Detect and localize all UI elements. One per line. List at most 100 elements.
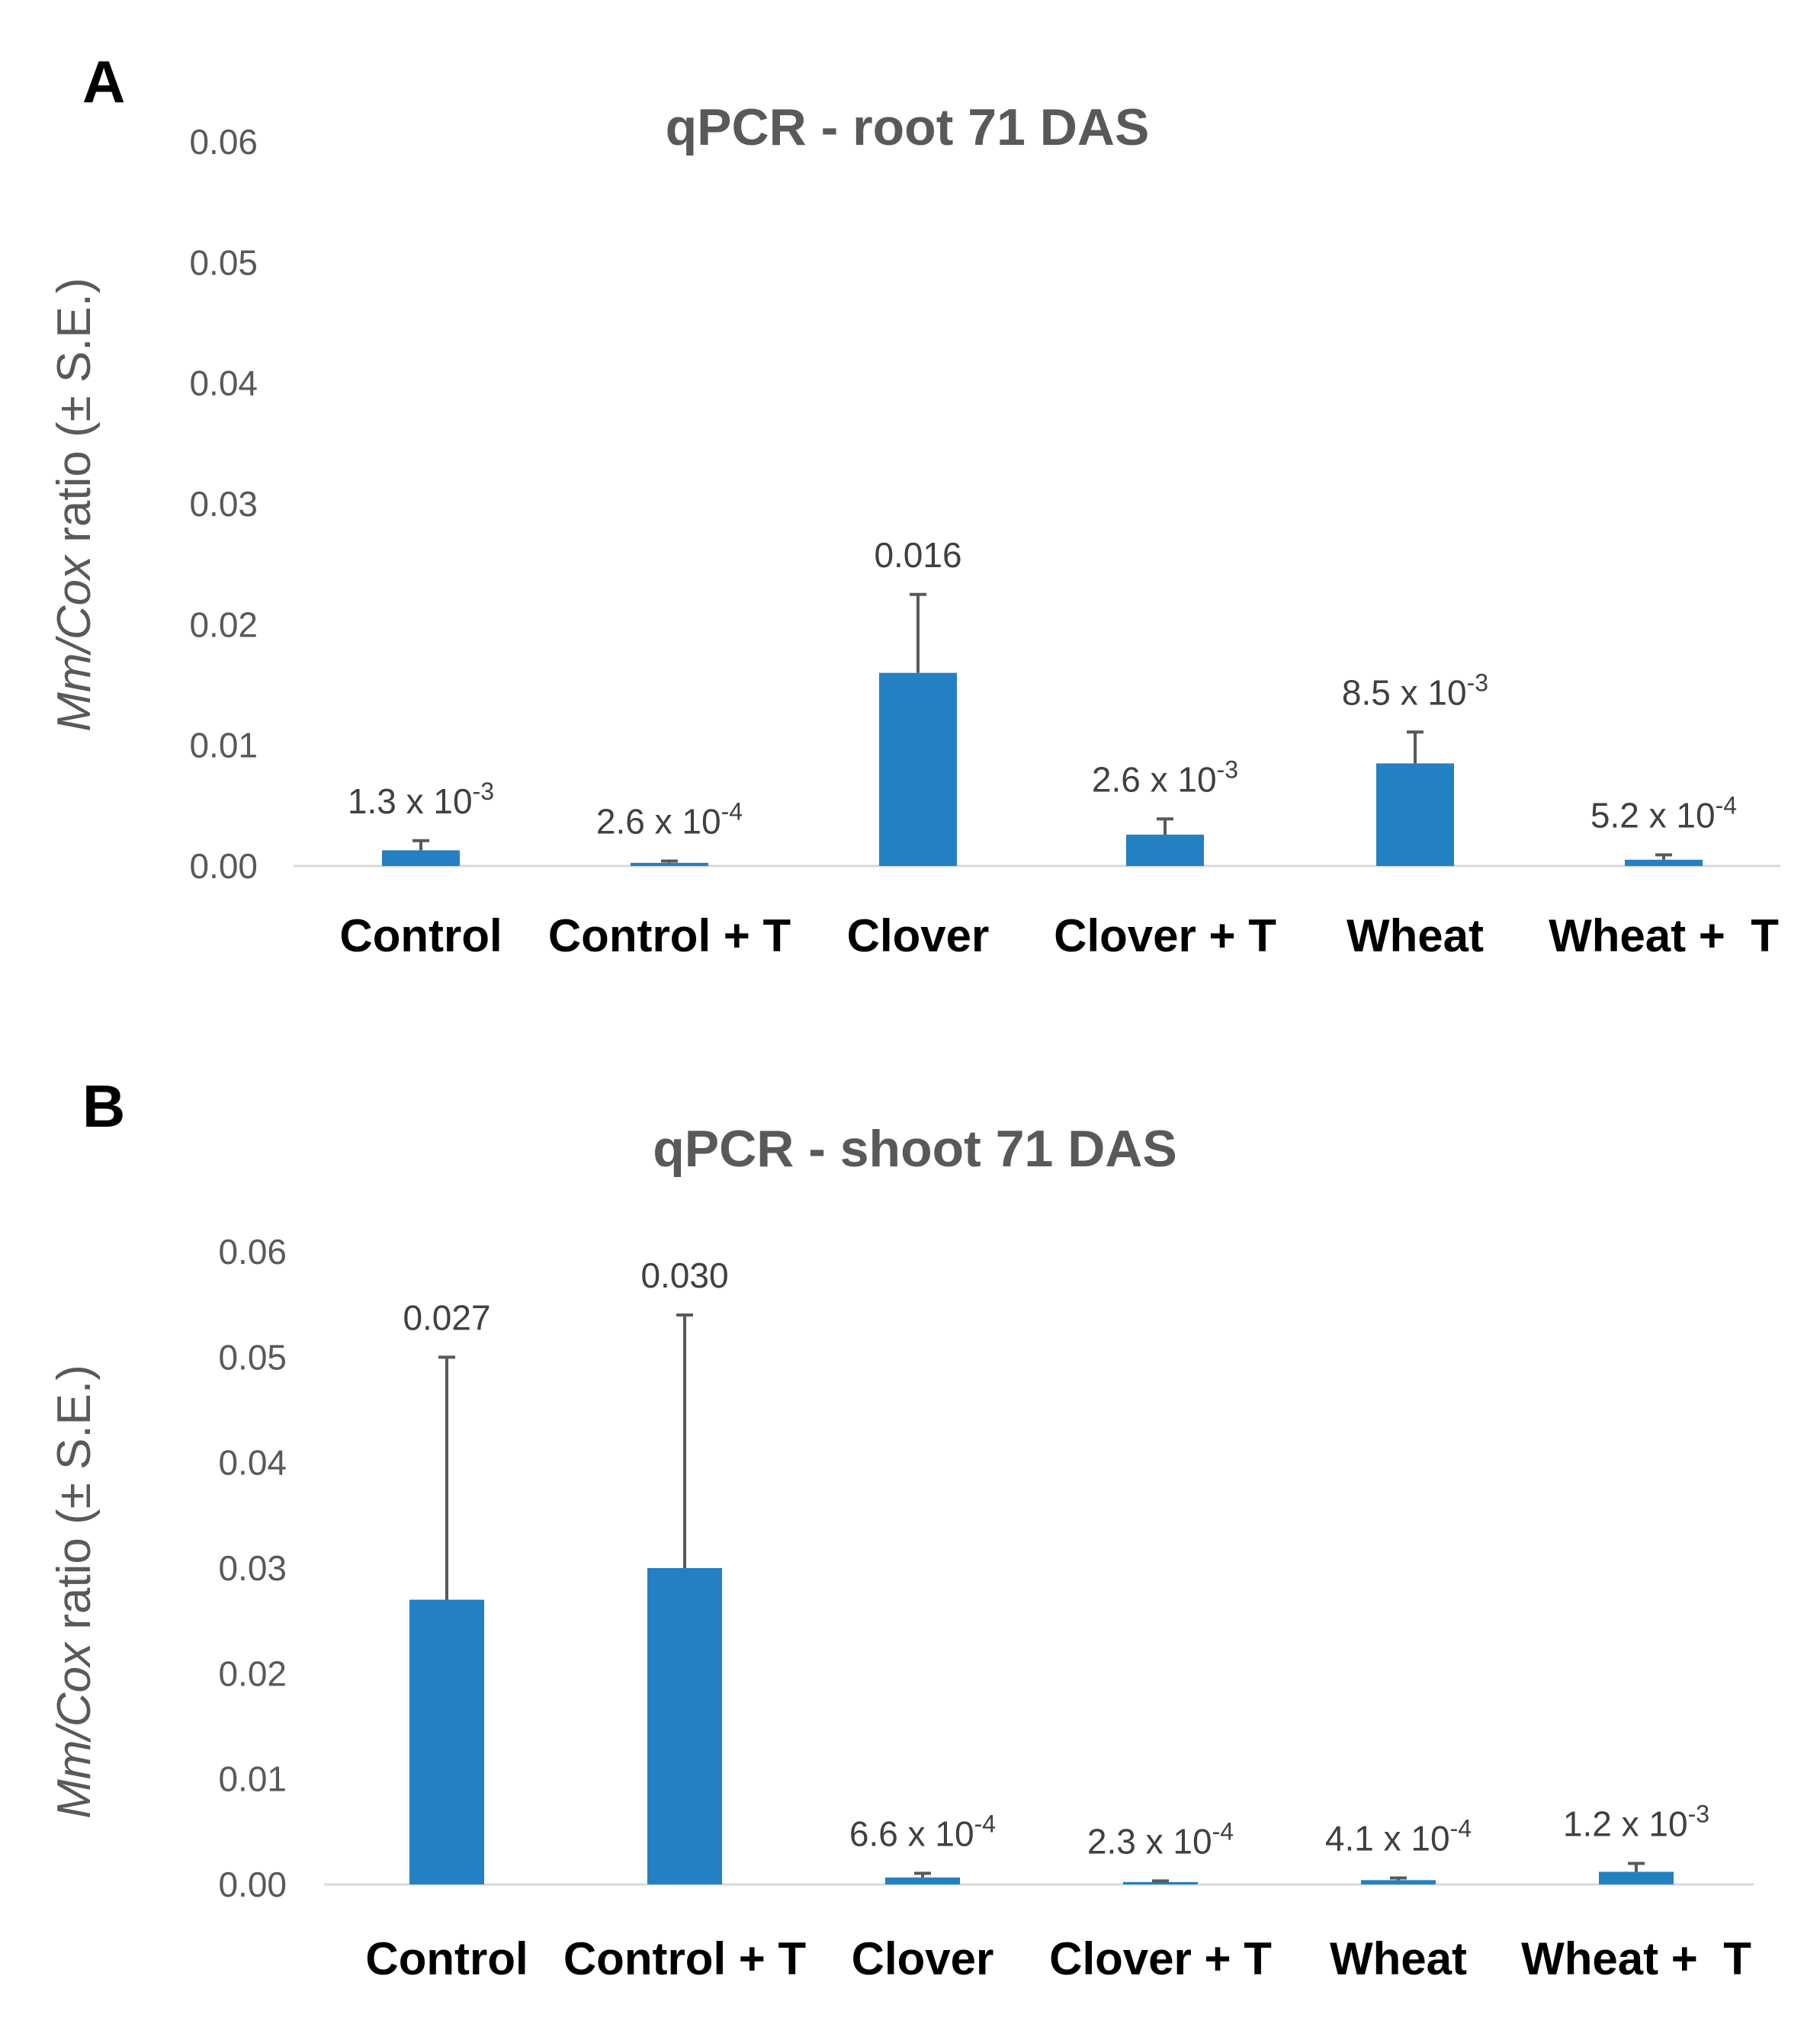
error-bars-b	[438, 1313, 1645, 1883]
bar-chart-b: qPCR - shoot 71 DAS Mm/Cox ratio (± S.E.…	[48, 1120, 1754, 1984]
category-label: Control + T	[548, 910, 791, 961]
error-bar	[438, 1355, 455, 1600]
y-tick-label: 0.05	[189, 242, 258, 282]
bars-a	[382, 672, 1703, 866]
data-label-base: 0.016	[874, 535, 961, 575]
bar	[1361, 1880, 1436, 1884]
error-bar	[1157, 817, 1173, 835]
bar	[1123, 1881, 1198, 1884]
y-axis-title-italic-b: Mm/Cox	[48, 1641, 101, 1819]
error-bars-a	[412, 592, 1672, 863]
bar	[631, 862, 708, 866]
category-label: Control + T	[563, 1933, 806, 1984]
y-axis-title-a: Mm/Cox ratio (± S.E.)	[48, 277, 101, 732]
y-tick-label: 0.03	[189, 484, 258, 524]
y-tick-label: 0.05	[218, 1337, 287, 1377]
data-label-exponent: -4	[974, 1810, 996, 1837]
data-label: 2.6 x 10-4	[596, 798, 743, 842]
y-tick-label: 0.00	[218, 1865, 287, 1904]
error-bar	[1655, 853, 1672, 860]
data-label-exponent: -3	[1467, 669, 1488, 696]
data-label: 6.6 x 10-4	[849, 1810, 996, 1853]
data-label: 0.016	[874, 535, 961, 575]
y-axis-title-rest-a: ratio (± S.E.)	[48, 277, 101, 556]
y-tick-label: 0.06	[189, 122, 258, 162]
error-bar	[1628, 1862, 1645, 1872]
bar	[879, 672, 957, 866]
data-label-base: 2.3 x 10	[1087, 1821, 1212, 1861]
bar	[1599, 1871, 1674, 1884]
error-bar	[1390, 1876, 1407, 1881]
data-label: 2.6 x 10-3	[1092, 755, 1238, 799]
y-tick-label: 0.01	[189, 726, 258, 765]
panel-label-a: A	[82, 48, 126, 115]
data-label-exponent: -4	[1450, 1815, 1472, 1843]
category-label: Control	[365, 1933, 528, 1984]
panel-label-b: B	[82, 1073, 126, 1140]
data-label-base: 0.027	[403, 1297, 490, 1337]
error-bar	[914, 1871, 931, 1878]
bars-b	[409, 1568, 1674, 1884]
bar-chart-a: qPCR - root 71 DAS Mm/Cox ratio (± S.E.)…	[48, 98, 1780, 961]
category-labels-b: Control Control + T Clover Clover + T Wheat W…	[365, 1933, 1751, 1984]
category-labels-a: Control Control + T Clover Clover + T Wheat W…	[339, 910, 1778, 961]
category-label: Control	[339, 910, 502, 961]
data-label: 4.1 x 10-4	[1325, 1815, 1472, 1859]
category-label: Clover	[852, 1933, 994, 1984]
error-bar	[910, 592, 926, 673]
bar	[1376, 763, 1454, 866]
y-tick-label: 0.01	[218, 1759, 287, 1799]
data-label-base: 4.1 x 10	[1325, 1819, 1450, 1859]
bar	[409, 1599, 484, 1884]
y-ticks-a: 0.00 0.01 0.02 0.03 0.04 0.05 0.06	[189, 122, 258, 886]
data-label-base: 5.2 x 10	[1590, 795, 1716, 835]
data-label-base: 1.3 x 10	[348, 781, 473, 821]
category-label: Clover + T	[1054, 910, 1276, 961]
y-tick-label: 0.02	[189, 605, 258, 644]
error-bar	[676, 1313, 693, 1568]
data-label-base: 2.6 x 10	[596, 802, 721, 842]
category-label: Clover	[847, 910, 990, 961]
bar	[382, 850, 460, 866]
bar	[647, 1568, 722, 1884]
category-label: Wheat	[1347, 910, 1484, 961]
data-label-exponent: -4	[1716, 791, 1737, 819]
data-label-exponent: -3	[1217, 755, 1238, 783]
data-label-exponent: -3	[1688, 1800, 1709, 1827]
data-label-exponent: -3	[473, 778, 494, 805]
y-tick-label: 0.00	[189, 846, 258, 886]
data-label: 5.2 x 10-4	[1590, 791, 1737, 835]
data-label: 1.2 x 10-3	[1563, 1800, 1709, 1843]
error-bar	[412, 839, 429, 851]
chart-panel-a: A qPCR - root 71 DAS Mm/Cox ratio (± S.E…	[48, 48, 1780, 961]
data-label-base: 8.5 x 10	[1342, 672, 1467, 712]
y-axis-title-italic-a: Mm/Cox	[48, 554, 101, 732]
y-tick-label: 0.03	[218, 1548, 287, 1588]
data-label-exponent: -4	[1212, 1817, 1234, 1845]
data-label-base: 0.030	[640, 1256, 728, 1295]
y-tick-label: 0.04	[218, 1443, 287, 1483]
error-bar	[1407, 730, 1424, 764]
data-label: 0.030	[640, 1256, 728, 1295]
bar	[885, 1877, 960, 1884]
y-axis-title-rest-b: ratio (± S.E.)	[48, 1365, 101, 1643]
y-tick-label: 0.06	[218, 1232, 287, 1272]
data-label: 2.3 x 10-4	[1087, 1817, 1234, 1861]
bar	[1625, 859, 1703, 866]
y-tick-label: 0.02	[218, 1653, 287, 1693]
y-axis-title-b: Mm/Cox ratio (± S.E.)	[48, 1365, 101, 1819]
bar	[1126, 834, 1204, 866]
category-label: Clover + T	[1049, 1933, 1272, 1984]
data-label: 0.027	[403, 1297, 490, 1337]
data-label: 8.5 x 10-3	[1342, 669, 1488, 712]
chart-title-b: qPCR - shoot 71 DAS	[653, 1120, 1177, 1178]
chart-panel-b: B qPCR - shoot 71 DAS Mm/Cox ratio (± S.…	[0, 1014, 1820, 2027]
data-label-base: 2.6 x 10	[1092, 759, 1217, 799]
error-bar	[661, 859, 678, 863]
data-label-base: 6.6 x 10	[849, 1814, 974, 1853]
y-tick-label: 0.04	[189, 364, 258, 403]
data-label: 1.3 x 10-3	[348, 778, 494, 821]
y-ticks-b: 0.00 0.01 0.02 0.03 0.04 0.05 0.06	[218, 1232, 287, 1904]
